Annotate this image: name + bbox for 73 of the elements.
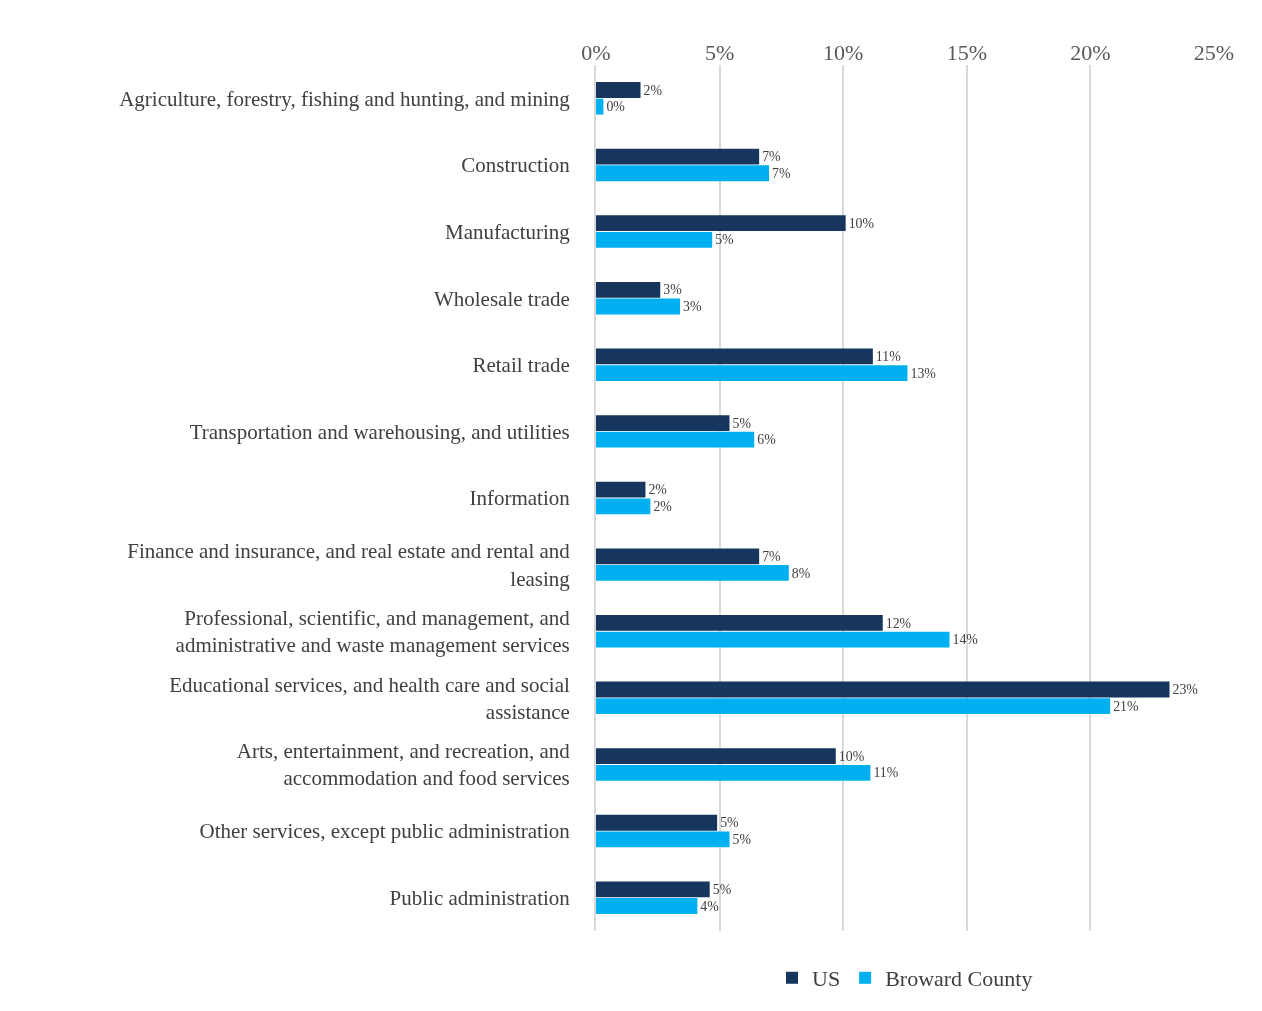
data-label: 0% (606, 99, 626, 115)
bar (596, 215, 846, 232)
bar (596, 148, 760, 165)
y-tick-label: Wholesale trade (433, 286, 570, 311)
data-label: 6% (757, 432, 777, 448)
data-label: 11% (873, 765, 899, 781)
data-label: 3% (663, 282, 683, 298)
y-tick-label: Public administration (389, 886, 571, 911)
data-label: 10% (838, 748, 865, 764)
y-tick-label: Manufacturing (445, 219, 571, 244)
y-tick-label: Arts, entertainment, and recreation, and accommodation and food services (236, 739, 571, 791)
y-tick-label: Retail trade (472, 353, 570, 378)
bar (596, 548, 760, 565)
data-label: 5% (720, 815, 740, 831)
y-tick-label: Information (469, 486, 571, 511)
data-label: 23% (1172, 682, 1199, 698)
bar (596, 298, 681, 315)
data-label: 7% (772, 165, 791, 181)
x-tick-label: 10% (823, 39, 864, 65)
bar (596, 481, 646, 498)
bar (596, 281, 661, 298)
data-label: 10% (848, 215, 875, 231)
bar (596, 431, 755, 448)
x-tick-label: 15% (946, 39, 987, 65)
data-label: 7% (762, 548, 782, 564)
y-tick-label: Construction (461, 153, 571, 178)
x-tick-label: 5% (704, 39, 735, 65)
bar (596, 565, 789, 581)
y-tick-label: Finance and insurance, and real estate and rental and leasing (127, 539, 571, 591)
bar (596, 498, 651, 515)
data-label: 7% (762, 149, 782, 165)
data-label: 5% (715, 232, 735, 248)
data-label: 5% (732, 415, 752, 431)
bar (596, 698, 1111, 715)
data-label: 12% (885, 615, 912, 631)
bar (596, 748, 836, 765)
bar (596, 881, 710, 898)
bar (596, 898, 698, 914)
bar (596, 681, 1170, 698)
data-label: 5% (732, 832, 752, 848)
data-label: 8% (791, 565, 811, 581)
data-label: 2% (643, 82, 663, 98)
bar (596, 831, 730, 848)
data-label: 5% (712, 881, 732, 897)
bar (596, 764, 871, 781)
bar (596, 348, 873, 365)
data-label: 2% (653, 498, 673, 514)
data-label: 3% (683, 299, 702, 315)
bar (596, 814, 718, 831)
bar (596, 165, 770, 182)
bar (596, 415, 730, 431)
y-tick-label: Professional, scientific, and management, and administrative and waste management services (175, 605, 571, 658)
data-label: 14% (952, 632, 979, 648)
y-tick-label: Other services, except public administration (199, 819, 571, 844)
y-tick-label: Educational services, and health care and social assistance (169, 672, 570, 724)
bar (596, 614, 883, 631)
bar (596, 98, 604, 115)
x-tick-label: 25% (1193, 39, 1235, 65)
data-label: 2% (648, 482, 668, 498)
y-tick-label: Agriculture, forestry, fishing and hunting, and mining (119, 86, 571, 111)
y-tick-label: Transportation and warehousing, and utilities (189, 419, 570, 444)
bar (596, 82, 641, 98)
legend-label: Broward County (885, 966, 1033, 992)
bar (596, 631, 950, 648)
legend-label: US (812, 966, 841, 992)
data-label: 11% (875, 349, 902, 365)
x-tick-label: 20% (1070, 39, 1111, 65)
data-label: 13% (910, 365, 937, 381)
bar (596, 231, 713, 248)
data-label: 4% (700, 898, 720, 914)
bar (596, 365, 908, 382)
data-label: 21% (1113, 698, 1140, 714)
x-tick-label: 0% (581, 39, 611, 65)
